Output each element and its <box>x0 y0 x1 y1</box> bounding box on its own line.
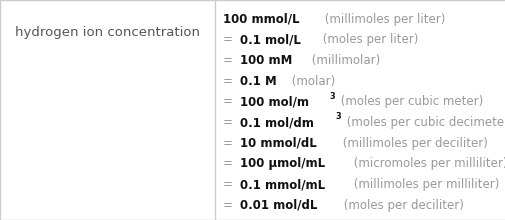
Text: 0.1 mol/dm: 0.1 mol/dm <box>240 116 314 129</box>
Text: (moles per liter): (moles per liter) <box>318 33 417 46</box>
Text: =: = <box>222 157 236 170</box>
Text: (millimoles per liter): (millimoles per liter) <box>321 13 445 26</box>
Text: =: = <box>222 54 236 67</box>
Text: =: = <box>222 178 236 191</box>
Text: =: = <box>222 199 236 212</box>
Text: (millimolar): (millimolar) <box>307 54 379 67</box>
Text: (moles per cubic decimeter): (moles per cubic decimeter) <box>342 116 505 129</box>
Text: =: = <box>222 33 236 46</box>
Text: 100 mM: 100 mM <box>240 54 292 67</box>
Text: 100 mol/m: 100 mol/m <box>240 95 309 108</box>
Text: 0.1 mmol/mL: 0.1 mmol/mL <box>240 178 325 191</box>
Text: =: = <box>222 75 236 88</box>
Text: (millimoles per deciliter): (millimoles per deciliter) <box>338 137 487 150</box>
Text: 3: 3 <box>329 92 334 101</box>
Text: hydrogen ion concentration: hydrogen ion concentration <box>15 26 199 39</box>
Text: =: = <box>222 95 236 108</box>
Text: 0.1 M: 0.1 M <box>240 75 276 88</box>
Text: 10 mmol/dL: 10 mmol/dL <box>240 137 316 150</box>
Text: (moles per cubic meter): (moles per cubic meter) <box>336 95 482 108</box>
Text: 100 mmol/L: 100 mmol/L <box>222 13 298 26</box>
Text: =: = <box>222 137 236 150</box>
Text: 3: 3 <box>335 112 340 121</box>
Text: (moles per deciliter): (moles per deciliter) <box>339 199 463 212</box>
Text: 100 μmol/mL: 100 μmol/mL <box>240 157 325 170</box>
Text: (micromoles per milliliter): (micromoles per milliliter) <box>349 157 505 170</box>
Text: (millimoles per milliliter): (millimoles per milliliter) <box>349 178 498 191</box>
Text: (molar): (molar) <box>287 75 334 88</box>
Text: 0.01 mol/dL: 0.01 mol/dL <box>240 199 317 212</box>
Text: 0.1 mol/L: 0.1 mol/L <box>240 33 300 46</box>
Text: =: = <box>222 116 236 129</box>
